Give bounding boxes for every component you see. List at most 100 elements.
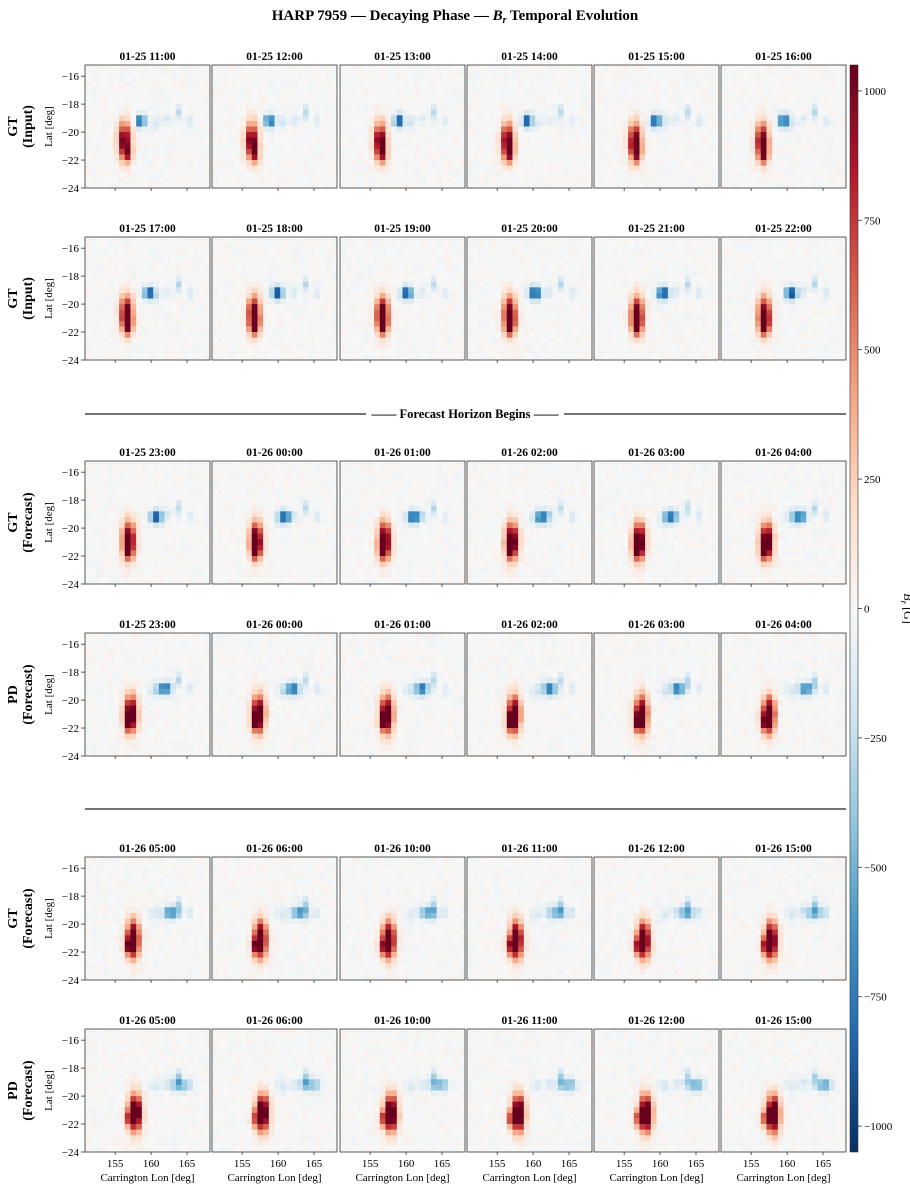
heatmap-cell xyxy=(217,92,224,99)
heatmap-cell xyxy=(690,143,697,150)
heatmap-cell xyxy=(523,309,530,316)
heatmap-cell xyxy=(391,81,398,88)
heatmap-cell xyxy=(187,109,194,116)
heatmap-cell xyxy=(650,109,657,116)
heatmap-cell xyxy=(130,98,137,105)
heatmap-cell xyxy=(569,253,576,260)
heatmap-cell xyxy=(340,182,347,189)
heatmap-cell xyxy=(552,259,559,266)
heatmap-cell xyxy=(696,176,703,183)
heatmap-cell xyxy=(107,248,114,255)
heatmap-cell xyxy=(96,109,103,116)
heatmap-cell xyxy=(707,160,714,166)
heatmap-cell xyxy=(351,287,358,294)
heatmap-cell xyxy=(198,143,205,150)
heatmap-cell xyxy=(268,160,275,166)
heatmap-cell xyxy=(291,120,298,127)
heatmap-cell xyxy=(396,154,403,161)
heatmap-cell xyxy=(726,154,733,161)
heatmap-cell xyxy=(783,176,790,183)
heatmap-cell xyxy=(701,109,708,116)
heatmap-cell xyxy=(274,154,281,161)
heatmap-cell xyxy=(586,104,593,111)
heatmap-cell xyxy=(357,320,364,327)
heatmap-cell xyxy=(512,76,519,83)
heatmap-cell xyxy=(540,248,547,255)
heatmap-cell xyxy=(518,320,525,327)
heatmap-cell xyxy=(331,287,338,294)
heatmap-cell xyxy=(605,137,612,144)
heatmap-cell xyxy=(523,98,530,105)
heatmap-cell xyxy=(656,242,663,249)
heatmap-cell xyxy=(467,253,474,260)
heatmap-cell xyxy=(379,70,386,77)
heatmap-cell xyxy=(436,320,443,327)
heatmap-cell xyxy=(425,148,432,155)
heatmap-cell xyxy=(164,348,171,355)
heatmap-cell xyxy=(523,287,530,294)
heatmap-cell xyxy=(204,76,211,83)
heatmap-cell xyxy=(325,171,332,178)
heatmap-cell xyxy=(552,148,559,155)
heatmap-cell xyxy=(217,176,224,183)
heatmap-cell xyxy=(325,253,332,260)
heatmap-cell xyxy=(357,176,364,183)
heatmap-cell xyxy=(374,165,381,172)
heatmap-cell xyxy=(639,98,646,105)
heatmap-cell xyxy=(325,298,332,305)
heatmap-cell xyxy=(540,253,547,260)
heatmap-cell xyxy=(124,148,131,155)
heatmap-cell xyxy=(611,242,618,249)
heatmap-cell xyxy=(229,315,236,322)
heatmap-cell xyxy=(291,132,298,139)
heatmap-cell xyxy=(136,304,143,311)
heatmap-cell xyxy=(732,137,739,144)
heatmap-cell xyxy=(574,171,581,178)
heatmap-cell xyxy=(240,70,247,77)
heatmap-cell xyxy=(374,171,381,178)
heatmap-cell xyxy=(274,132,281,139)
heatmap-cell xyxy=(413,92,420,99)
heatmap-cell xyxy=(396,259,403,266)
heatmap-cell xyxy=(107,87,114,94)
heatmap-cell xyxy=(840,65,847,71)
heatmap-cell xyxy=(246,343,253,350)
heatmap-cell xyxy=(518,115,525,122)
heatmap-cell xyxy=(340,237,347,243)
heatmap-cell xyxy=(164,120,171,127)
heatmap-cell xyxy=(794,160,801,166)
heatmap-cell xyxy=(777,70,784,77)
heatmap-cell xyxy=(198,315,205,322)
heatmap-cell xyxy=(535,70,542,77)
heatmap-cell xyxy=(257,292,264,299)
heatmap-cell xyxy=(667,143,674,150)
heatmap-cell xyxy=(811,120,818,127)
heatmap-cell xyxy=(90,92,97,99)
heatmap-cell xyxy=(187,281,194,288)
heatmap-cell xyxy=(840,182,847,189)
heatmap-cell xyxy=(325,337,332,344)
heatmap-cell xyxy=(656,171,663,178)
heatmap-cell xyxy=(90,292,97,299)
heatmap-cell xyxy=(136,92,143,99)
heatmap-cell xyxy=(107,253,114,260)
heatmap-cell xyxy=(268,70,275,77)
heatmap-cell xyxy=(459,298,466,305)
heatmap-cell xyxy=(268,304,275,311)
heatmap-cell xyxy=(679,104,686,111)
heatmap-cell xyxy=(679,237,686,243)
heatmap-cell xyxy=(379,276,386,283)
heatmap-cell xyxy=(447,98,454,105)
panel-frame xyxy=(593,64,720,189)
heatmap-cell xyxy=(622,65,629,71)
heatmap-cell xyxy=(285,304,292,311)
heatmap-cell xyxy=(817,137,824,144)
heatmap-cell xyxy=(285,292,292,299)
heatmap-cell xyxy=(240,292,247,299)
heatmap-cell xyxy=(175,165,182,172)
heatmap-cell xyxy=(314,264,321,271)
heatmap-cell xyxy=(113,304,120,311)
heatmap-cell xyxy=(447,126,454,133)
heatmap-cell xyxy=(192,270,199,277)
heatmap-cell xyxy=(192,343,199,350)
